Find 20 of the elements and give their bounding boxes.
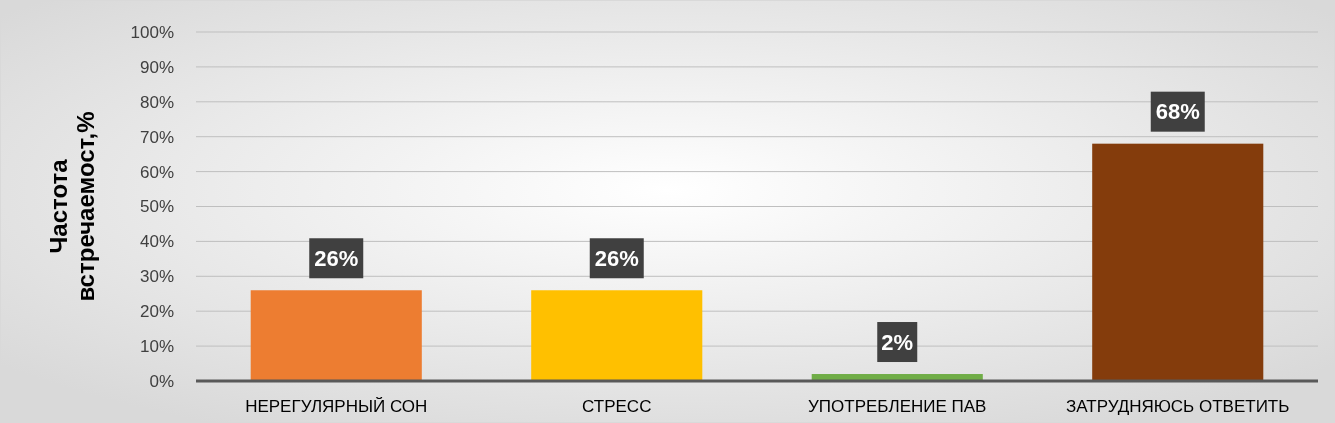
y-tick-label: 10% — [139, 337, 174, 357]
data-label: 26% — [594, 245, 639, 271]
x-tick-label: УПОТРЕБЛЕНИЕ ПАВ — [808, 397, 987, 416]
y-tick-label: 40% — [139, 232, 174, 252]
y-tick-label: 60% — [139, 162, 174, 182]
x-tick-label: СТРЕСС — [582, 397, 652, 416]
y-tick-label: 50% — [139, 197, 174, 217]
y-tick-label: 80% — [139, 92, 174, 112]
x-tick-label: НЕРЕГУЛЯРНЫЙ СОН — [245, 397, 428, 416]
y-axis-title: Частота встречаемост,% — [44, 111, 100, 302]
data-label: 2% — [881, 329, 914, 355]
y-tick-label: 70% — [139, 127, 174, 147]
y-tick-label: 30% — [139, 267, 174, 287]
y-tick-label: 90% — [139, 57, 174, 77]
data-label: 68% — [1155, 99, 1200, 125]
y-tick-label: 100% — [130, 22, 174, 42]
y-tick-label: 0% — [149, 371, 174, 391]
data-label: 26% — [314, 245, 359, 271]
x-tick-label: ЗАТРУДНЯЮСЬ ОТВЕТИТЬ — [1066, 397, 1290, 416]
y-tick-label: 20% — [139, 302, 174, 322]
